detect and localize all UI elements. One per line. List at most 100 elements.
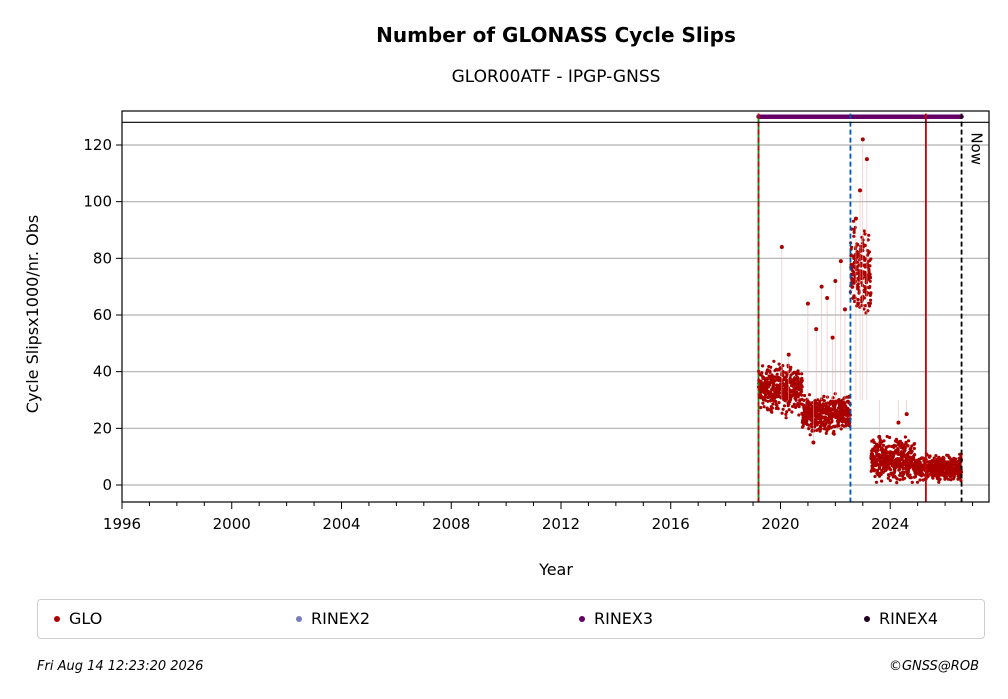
glo-point [791, 384, 796, 388]
glo-point [887, 444, 891, 448]
glo-point [958, 476, 962, 480]
legend-label-rinex3: RINEX3 [594, 609, 654, 628]
glo-point [942, 456, 946, 461]
y-tick-label-40: 40 [93, 363, 112, 381]
glo-point [779, 384, 784, 388]
y-tick-label-120: 120 [83, 136, 112, 154]
glo-point [853, 296, 857, 300]
glo-point [869, 298, 873, 302]
glo-point [886, 476, 890, 480]
legend-item-rinex3: RINEX3 [579, 609, 653, 628]
y-tick-label-80: 80 [93, 249, 112, 267]
glo-point [959, 470, 964, 474]
glo-point [853, 299, 857, 304]
glo-point [807, 393, 812, 397]
glo-point [856, 243, 860, 247]
glo-point [903, 476, 907, 480]
footer-timestamp: Fri Aug 14 12:23:20 2026 [37, 659, 204, 674]
glo-point [770, 406, 775, 410]
glo-outlier-point [786, 352, 791, 357]
glo-outlier-point [825, 296, 830, 300]
glo-point [896, 448, 900, 452]
grid-lines [122, 144, 989, 486]
glo-point [853, 225, 857, 230]
glo-point [953, 457, 958, 461]
glo-point [928, 454, 932, 458]
glo-point [834, 401, 838, 405]
glo-point [822, 394, 826, 398]
glo-point [771, 402, 775, 406]
glo-point [839, 427, 843, 431]
glo-point [800, 379, 804, 383]
glo-point [860, 276, 865, 280]
glo-point [860, 281, 864, 285]
glo-point [775, 372, 779, 376]
glo-point [794, 398, 798, 402]
glo-point [800, 393, 804, 397]
glo-point [855, 260, 860, 264]
glo-point [796, 376, 800, 380]
glo-point [851, 285, 855, 289]
glo-point [830, 419, 834, 423]
glo-point [910, 480, 914, 484]
glo-point [805, 419, 809, 423]
glo-outlier-point [858, 188, 863, 193]
glo-outlier-point [877, 434, 882, 439]
glo-outlier-point [814, 327, 819, 332]
glo-point [959, 479, 963, 483]
glo-point [843, 401, 847, 405]
glo-point [802, 398, 806, 402]
glo-point [824, 431, 828, 435]
glo-point [857, 291, 861, 295]
glo-point [779, 367, 783, 371]
glo-point [884, 467, 889, 472]
glo-point [863, 232, 867, 236]
glo-point [797, 372, 801, 376]
x-tick-label-2012: 2012 [542, 515, 580, 533]
glo-point [862, 296, 867, 300]
glo-point [937, 474, 941, 478]
glo-point [868, 279, 872, 283]
glo-point [762, 405, 766, 409]
glo-point [937, 455, 941, 459]
glo-point [871, 438, 875, 442]
chart-title: Number of GLONASS Cycle Slips [376, 23, 736, 47]
glo-point [856, 282, 861, 286]
glo-point [773, 379, 777, 383]
glo-point [822, 399, 826, 403]
glo-point [868, 285, 872, 289]
glo-point [878, 466, 882, 470]
x-tick-label-2008: 2008 [432, 515, 470, 533]
x-tick-label-2004: 2004 [322, 515, 360, 533]
glo-point [879, 472, 883, 476]
glo-point [912, 446, 916, 451]
glo-point [918, 478, 922, 482]
glo-point [895, 481, 899, 485]
glo-point [887, 474, 891, 478]
glo-point [867, 304, 872, 308]
glo-point [767, 383, 772, 387]
glo-point [852, 270, 856, 274]
glo-point [837, 424, 841, 428]
glo-point [857, 285, 861, 289]
glo-point [802, 393, 807, 398]
y-axis-ticks: 0 20 40 60 80 100 120 [83, 136, 122, 494]
glo-point [824, 422, 828, 426]
glo-point [885, 434, 889, 439]
glo-point [775, 404, 779, 408]
glo-point [790, 410, 794, 414]
glo-point [857, 301, 861, 305]
glo-point [898, 478, 902, 482]
glo-point [863, 304, 868, 308]
glo-point [766, 399, 770, 403]
glo-point [867, 250, 872, 254]
glo-point [784, 412, 788, 416]
glo-point [865, 285, 869, 290]
x-axis-label: Year [538, 560, 573, 579]
glo-point [932, 456, 936, 460]
glo-point [934, 454, 938, 458]
glo-point [818, 399, 822, 403]
glo-point [787, 408, 791, 412]
glo-point [910, 444, 914, 448]
glo-point [946, 477, 950, 481]
